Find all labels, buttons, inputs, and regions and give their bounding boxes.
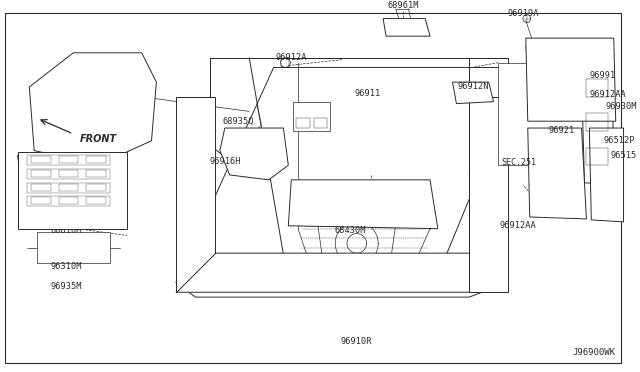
Text: 68935Q: 68935Q	[223, 117, 254, 126]
Bar	[59, 170, 78, 177]
Polygon shape	[526, 38, 616, 121]
Bar	[499, 62, 591, 165]
Bar	[86, 170, 106, 177]
Bar	[31, 156, 51, 163]
Text: 96912AA: 96912AA	[500, 221, 536, 230]
Bar	[28, 169, 111, 179]
Bar	[59, 198, 78, 204]
Text: 96919A: 96919A	[507, 9, 539, 18]
Bar	[296, 118, 310, 128]
Polygon shape	[452, 82, 493, 104]
Bar	[28, 155, 111, 165]
Text: 96310M: 96310M	[51, 262, 82, 271]
Bar	[586, 79, 608, 97]
Text: 68810M: 68810M	[51, 226, 82, 235]
Text: 96935M: 96935M	[51, 282, 82, 291]
Text: 96911: 96911	[355, 89, 381, 98]
Bar	[31, 184, 51, 190]
Text: 96515: 96515	[611, 151, 637, 160]
Text: 96912N: 96912N	[458, 83, 489, 92]
Polygon shape	[469, 97, 508, 292]
Text: 96921: 96921	[549, 126, 575, 135]
Bar	[59, 156, 78, 163]
Bar	[31, 170, 51, 177]
Polygon shape	[220, 128, 288, 180]
Bar	[24, 162, 113, 219]
Bar	[86, 156, 106, 163]
Bar	[28, 183, 111, 193]
Polygon shape	[383, 19, 430, 36]
Polygon shape	[582, 77, 616, 185]
Polygon shape	[589, 128, 623, 222]
Bar	[282, 58, 289, 67]
Text: 96916H: 96916H	[209, 157, 241, 166]
Bar	[586, 113, 608, 131]
Bar	[314, 118, 328, 128]
Text: 68961M: 68961M	[388, 1, 419, 10]
Text: 96930M: 96930M	[606, 102, 637, 111]
Bar	[59, 184, 78, 190]
Text: 68430M: 68430M	[334, 226, 365, 235]
Polygon shape	[288, 180, 438, 229]
Bar	[37, 232, 111, 263]
Bar	[31, 198, 51, 204]
Bar	[17, 153, 127, 229]
Text: 96512P: 96512P	[603, 136, 634, 145]
Text: 96910R: 96910R	[341, 337, 372, 346]
Polygon shape	[17, 155, 127, 229]
Text: 96912A: 96912A	[276, 53, 307, 62]
Polygon shape	[176, 97, 215, 292]
Text: 96912AA: 96912AA	[589, 90, 626, 99]
Polygon shape	[176, 67, 508, 297]
Text: 28318M: 28318M	[298, 119, 330, 128]
Bar	[28, 196, 111, 206]
Polygon shape	[176, 253, 508, 292]
Bar	[293, 102, 330, 131]
Text: J96900WK: J96900WK	[573, 348, 616, 357]
Text: FRONT: FRONT	[80, 134, 117, 144]
Text: SEC.251: SEC.251	[501, 158, 536, 167]
Bar	[586, 148, 608, 165]
Text: 96991: 96991	[589, 71, 616, 80]
Bar	[86, 184, 106, 190]
Polygon shape	[528, 128, 586, 219]
Bar	[86, 198, 106, 204]
Polygon shape	[29, 53, 156, 165]
